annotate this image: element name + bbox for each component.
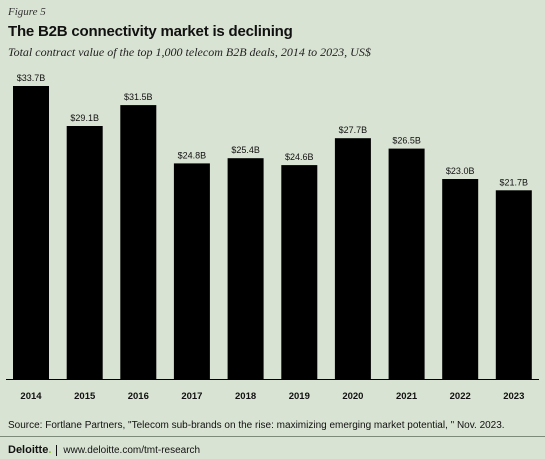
data-label-2019: $24.6B xyxy=(285,152,314,162)
footer: Deloitte. www.deloitte.com/tmt-research xyxy=(8,444,200,456)
bar-2015 xyxy=(66,126,103,379)
bar-chart: $33.7B 2014 $29.1B 2015 $31.5B 2016 $24.8B 2017… xyxy=(6,73,539,402)
data-label-2022: $23.0B xyxy=(446,166,475,176)
bar-2017 xyxy=(173,163,210,379)
x-tick-label-2021: 2021 xyxy=(396,391,418,402)
deloitte-logo: Deloitte xyxy=(8,444,49,456)
chart-subtitle: Total contract value of the top 1,000 te… xyxy=(8,45,371,59)
bar-2019 xyxy=(281,165,318,379)
bar-2022 xyxy=(442,179,479,379)
x-tick-label-2017: 2017 xyxy=(181,391,202,402)
data-label-2018: $25.4B xyxy=(231,145,260,155)
source-note: Source: Fortlane Partners, "Telecom sub-… xyxy=(8,420,505,431)
x-tick-label-2014: 2014 xyxy=(20,391,42,402)
data-label-2016: $31.5B xyxy=(124,92,153,102)
x-tick-label-2015: 2015 xyxy=(74,391,96,402)
bar-2014 xyxy=(13,86,49,379)
bar-2023 xyxy=(495,190,532,379)
logo-dot: . xyxy=(48,444,52,456)
data-label-2017: $24.8B xyxy=(178,150,207,160)
footer-separator xyxy=(56,444,58,456)
x-tick-label-2016: 2016 xyxy=(128,391,149,402)
bar-2021 xyxy=(388,148,425,379)
bar-2020 xyxy=(334,138,371,379)
bar-2018 xyxy=(227,158,264,379)
data-label-2023: $21.7B xyxy=(500,177,529,187)
footer-divider xyxy=(0,436,545,437)
figure-label: Figure 5 xyxy=(8,6,46,18)
data-label-2020: $27.7B xyxy=(339,125,368,135)
x-tick-label-2018: 2018 xyxy=(235,391,256,402)
chart-title: The B2B connectivity market is declining xyxy=(8,23,293,40)
data-label-2015: $29.1B xyxy=(70,113,99,123)
data-label-2014: $33.7B xyxy=(17,73,46,83)
x-tick-label-2023: 2023 xyxy=(503,391,524,402)
bar-2016 xyxy=(120,105,157,379)
x-tick-label-2019: 2019 xyxy=(289,391,310,402)
x-tick-label-2022: 2022 xyxy=(450,391,471,402)
x-tick-label-2020: 2020 xyxy=(342,391,363,402)
data-label-2021: $26.5B xyxy=(392,136,421,146)
footer-url-link[interactable]: www.deloitte.com/tmt-research xyxy=(63,444,201,456)
